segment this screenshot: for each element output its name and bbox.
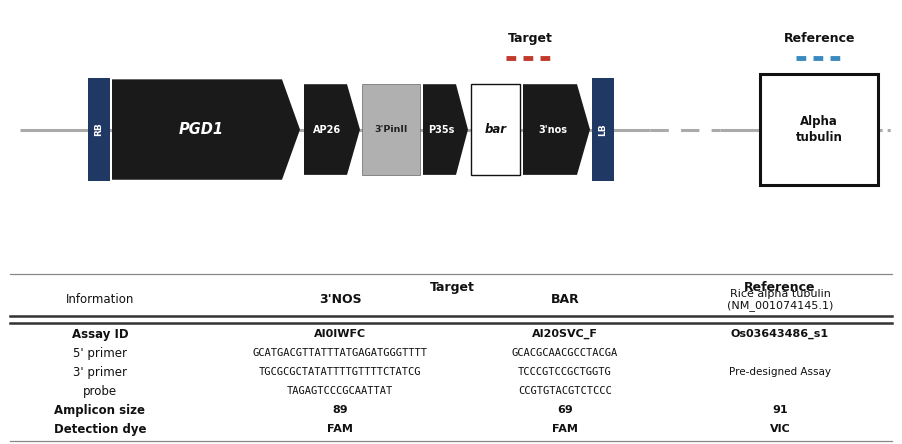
Text: AI0IWFC: AI0IWFC [314,329,366,339]
Text: TAGAGTCCCGCAATTAT: TAGAGTCCCGCAATTAT [287,386,393,396]
Text: GCACGCAACGCCTACGA: GCACGCAACGCCTACGA [511,348,618,358]
Polygon shape [304,84,360,175]
FancyBboxPatch shape [760,75,878,185]
Text: BAR: BAR [550,293,579,306]
Text: Assay ID: Assay ID [71,328,128,341]
FancyBboxPatch shape [471,84,520,175]
Text: FAM: FAM [552,424,578,434]
Text: Target: Target [430,281,475,294]
Text: Target: Target [508,32,552,45]
Text: RB: RB [95,123,104,136]
Text: (NM_001074145.1): (NM_001074145.1) [727,300,833,311]
Polygon shape [112,79,300,180]
Text: probe: probe [83,385,117,398]
FancyBboxPatch shape [592,78,614,181]
Text: 3'NOS: 3'NOS [318,293,362,306]
Text: CCGTGTACGTCTCCC: CCGTGTACGTCTCCC [518,386,612,396]
Text: AP26: AP26 [313,125,342,135]
Text: PGD1: PGD1 [179,122,224,137]
Text: Alpha
tubulin: Alpha tubulin [796,115,842,144]
Text: 89: 89 [332,405,348,415]
Text: Os03643486_s1: Os03643486_s1 [731,329,829,339]
Text: Amplicon size: Amplicon size [54,404,145,416]
Text: TCCCGTCCGCTGGTG: TCCCGTCCGCTGGTG [518,367,612,377]
FancyBboxPatch shape [362,84,420,175]
Text: FAM: FAM [327,424,353,434]
Text: Reference: Reference [784,32,856,45]
Text: 91: 91 [772,405,787,415]
Text: bar: bar [484,123,507,136]
Text: Rice alpha tubulin: Rice alpha tubulin [730,289,831,299]
Polygon shape [523,84,590,175]
Text: LB: LB [599,123,608,136]
Text: 3'nos: 3'nos [538,125,567,135]
Polygon shape [423,84,468,175]
Text: 3'PinII: 3'PinII [374,125,408,134]
Text: Pre-designed Assay: Pre-designed Assay [729,367,831,377]
Text: Reference: Reference [744,281,815,294]
Text: P35s: P35s [428,125,455,135]
Text: 5' primer: 5' primer [73,347,127,360]
Text: Detection dye: Detection dye [54,423,146,436]
Text: TGCGCGCTATATTTTGTTTTCTATCG: TGCGCGCTATATTTTGTTTTCTATCG [259,367,421,377]
Text: 3' primer: 3' primer [73,366,127,379]
Text: Information: Information [66,293,134,306]
FancyBboxPatch shape [88,78,110,181]
Text: 69: 69 [557,405,573,415]
Text: AI20SVC_F: AI20SVC_F [532,329,598,339]
Text: GCATGACGTTATTTATGAGATGGGTTTT: GCATGACGTTATTTATGAGATGGGTTTT [253,348,428,358]
Text: VIC: VIC [769,424,790,434]
